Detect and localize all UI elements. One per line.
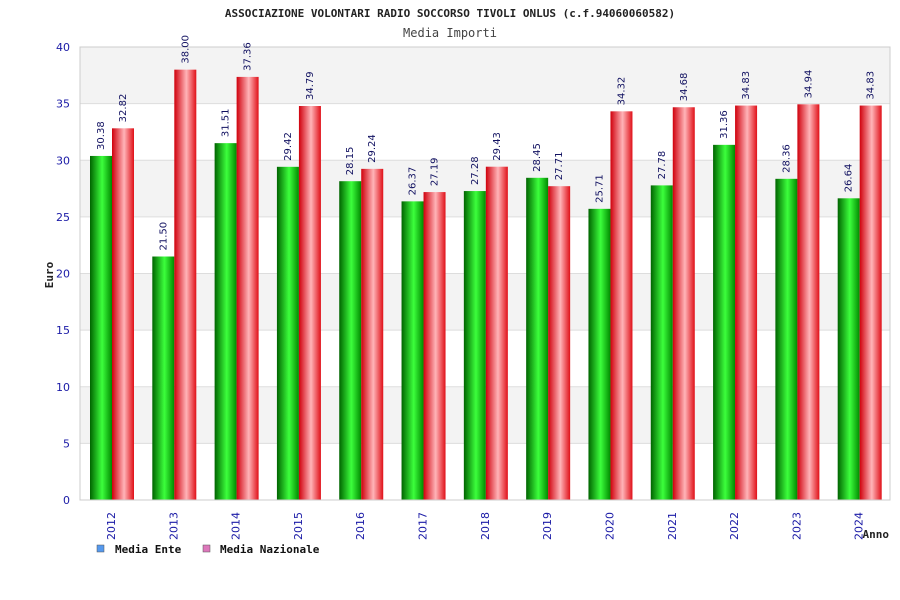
- y-tick-label: 30: [56, 154, 70, 167]
- x-tick-label: 2020: [603, 512, 616, 540]
- data-label-media-ente-2014: 31.51: [221, 109, 232, 138]
- y-tick-label: 25: [56, 211, 70, 224]
- bar-media-nazionale-2021: [672, 107, 695, 501]
- bar-media-nazionale-2012: [112, 128, 134, 500]
- x-tick-label: 2019: [541, 512, 554, 540]
- x-tick-label: 2023: [790, 512, 803, 540]
- data-label-media-nazionale-2012: 32.82: [118, 94, 129, 123]
- data-label-media-ente-2023: 28.36: [781, 144, 792, 173]
- data-label-media-nazionale-2021: 34.68: [679, 73, 690, 102]
- bar-media-ente-2014: [214, 143, 237, 501]
- data-label-media-ente-2016: 28.15: [345, 147, 356, 176]
- data-label-media-ente-2022: 31.36: [719, 110, 730, 139]
- data-label-media-ente-2020: 25.71: [594, 174, 605, 203]
- legend-swatch-media-ente: [96, 544, 105, 553]
- x-tick-label: 2021: [666, 512, 679, 540]
- data-label-media-nazionale-2024: 34.83: [866, 71, 877, 100]
- data-label-media-nazionale-2013: 38.00: [180, 35, 191, 64]
- bar-media-ente-2021: [650, 185, 673, 501]
- bar-media-nazionale-2018: [485, 166, 508, 500]
- data-label-media-ente-2012: 30.38: [96, 121, 107, 150]
- data-label-media-ente-2021: 27.78: [657, 151, 668, 180]
- legend-swatch-media-nazionale: [202, 544, 211, 553]
- data-label-media-nazionale-2022: 34.83: [741, 71, 752, 100]
- bar-media-ente-2017: [401, 201, 424, 501]
- x-tick-label: 2022: [728, 512, 741, 540]
- bar-media-ente-2024: [837, 198, 860, 500]
- legend-label-media-nazionale: Media Nazionale: [220, 543, 320, 556]
- bar-media-nazionale-2024: [859, 105, 882, 501]
- chart-subtitle: Media Importi: [403, 26, 497, 40]
- y-tick-label: 0: [63, 494, 70, 507]
- data-label-media-nazionale-2014: 37.36: [243, 42, 254, 71]
- x-tick-label: 2014: [230, 512, 243, 540]
- bar-media-nazionale-2017: [423, 192, 446, 501]
- legend: Media Ente Media Nazionale: [96, 543, 320, 556]
- x-tick-label: 2013: [167, 512, 180, 540]
- data-label-media-nazionale-2016: 29.24: [367, 134, 378, 163]
- legend-label-media-ente: Media Ente: [115, 543, 182, 556]
- y-tick-label: 15: [56, 324, 70, 337]
- data-label-media-ente-2015: 29.42: [283, 132, 294, 161]
- data-label-media-ente-2017: 26.37: [408, 167, 419, 196]
- bar-media-ente-2022: [713, 144, 736, 500]
- chart-title: ASSOCIAZIONE VOLONTARI RADIO SOCCORSO TI…: [225, 7, 675, 20]
- bar-media-nazionale-2015: [298, 106, 321, 501]
- bar-media-nazionale-2023: [797, 104, 820, 500]
- y-tick-label: 40: [56, 41, 70, 54]
- data-label-media-ente-2013: 21.50: [158, 222, 169, 251]
- x-tick-label: 2024: [853, 512, 866, 540]
- x-tick-label: 2018: [479, 512, 492, 540]
- bar-media-ente-2015: [276, 166, 299, 501]
- axes: 0 5 10 15 20 25 30 35 40 2012 2013 2014 2015 2016 2017…: [56, 41, 891, 540]
- x-tick-label: 2012: [105, 512, 118, 540]
- bar-media-ente-2019: [526, 177, 549, 500]
- data-label-media-ente-2024: 26.64: [844, 164, 855, 193]
- x-tick-label: 2016: [354, 512, 367, 540]
- bar-media-ente-2018: [463, 191, 486, 500]
- bars: [90, 69, 882, 501]
- data-label-media-nazionale-2020: 34.32: [616, 77, 627, 106]
- bar-media-nazionale-2013: [174, 69, 197, 501]
- grid-band: [80, 47, 890, 104]
- y-tick-label: 10: [56, 381, 70, 394]
- data-label-media-nazionale-2019: 27.71: [554, 152, 565, 181]
- bar-media-ente-2020: [588, 208, 611, 501]
- y-tick-label: 20: [56, 268, 70, 281]
- data-label-media-nazionale-2023: 34.94: [803, 70, 814, 99]
- bar-media-nazionale-2020: [610, 111, 633, 501]
- data-label-media-nazionale-2017: 27.19: [430, 157, 441, 186]
- data-label-media-ente-2019: 28.45: [532, 143, 543, 172]
- data-label-media-nazionale-2015: 34.79: [305, 71, 316, 100]
- bar-media-nazionale-2022: [735, 105, 758, 501]
- x-tick-label: 2015: [292, 512, 305, 540]
- plot-frame: [79, 46, 891, 501]
- bar-media-nazionale-2019: [548, 186, 571, 500]
- data-label-media-nazionale-2018: 29.43: [492, 132, 503, 161]
- bar-media-ente-2023: [775, 178, 798, 500]
- labels: 30.38 32.82 21.50 38.00 31.51 37.36 29.42 34.79…: [96, 35, 877, 251]
- y-tick-label: 35: [56, 98, 70, 111]
- bar-media-ente-2016: [339, 181, 362, 501]
- bar-media-ente-2012: [90, 155, 112, 500]
- grid-band: [80, 103, 890, 161]
- bar-media-nazionale-2016: [361, 168, 384, 500]
- bar-media-ente-2013: [152, 256, 175, 500]
- x-axis-label: Anno: [863, 528, 890, 541]
- x-tick-label: 2017: [417, 512, 430, 540]
- y-axis-label: Euro: [43, 261, 56, 288]
- y-tick-label: 5: [63, 437, 70, 450]
- bar-media-nazionale-2014: [236, 76, 259, 500]
- data-label-media-ente-2018: 27.28: [470, 156, 481, 185]
